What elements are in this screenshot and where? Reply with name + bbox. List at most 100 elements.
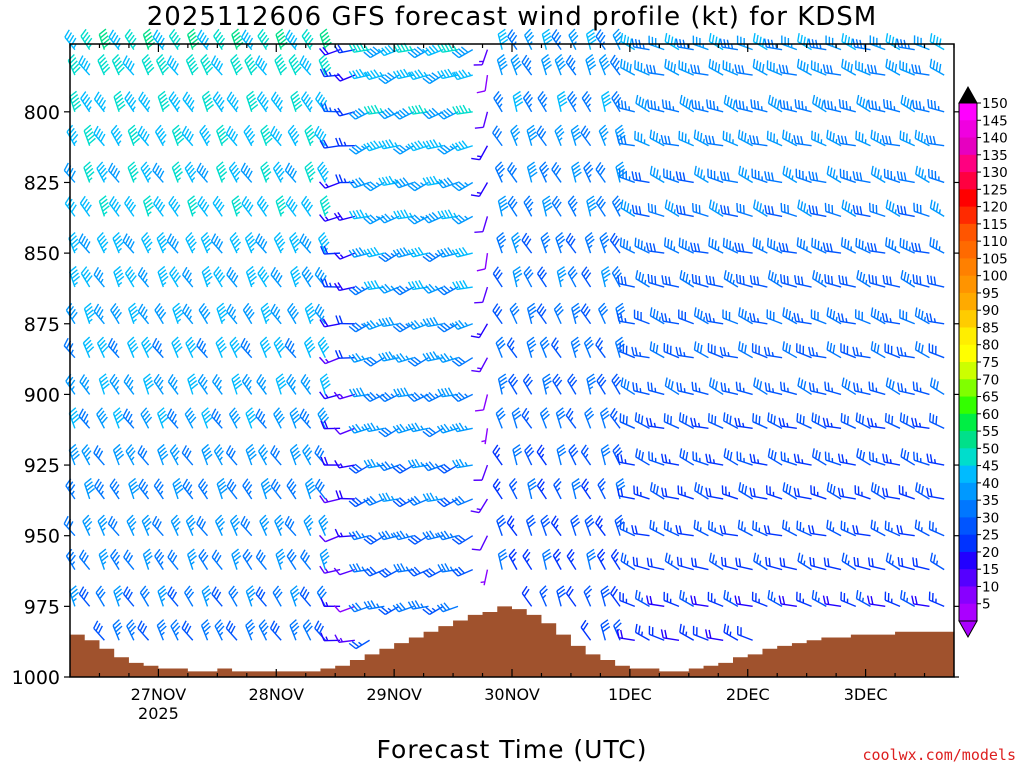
- wind-barb: [286, 548, 297, 570]
- wind-barb: [839, 168, 857, 184]
- wind-barb: [286, 478, 297, 500]
- wind-barb: [580, 619, 592, 641]
- wind-barb: [168, 28, 181, 51]
- wind-barb: [720, 204, 739, 218]
- wind-barb: [679, 94, 695, 113]
- colorbar-tick-label: 130: [982, 165, 1008, 181]
- wind-barb: [567, 373, 578, 395]
- colorbar-tick-label: 65: [982, 390, 999, 406]
- wind-barb: [584, 514, 595, 536]
- wind-barb: [314, 125, 327, 147]
- wind-barb: [97, 53, 111, 76]
- colorbar-tick-label: 25: [982, 528, 999, 544]
- wind-barb: [213, 28, 226, 51]
- wind-barb: [210, 233, 224, 254]
- wind-barb: [470, 323, 489, 339]
- wind-barb: [664, 199, 680, 217]
- wind-barb: [661, 453, 680, 466]
- wind-barb: [407, 600, 429, 610]
- wind-barb: [809, 556, 827, 571]
- wind-barb: [78, 55, 91, 76]
- wind-barb: [853, 556, 871, 571]
- wind-barb: [256, 374, 268, 395]
- wind-barb: [184, 161, 197, 183]
- wind-barb: [407, 69, 429, 81]
- wind-barb: [856, 94, 871, 113]
- wind-barb: [782, 307, 798, 325]
- wind-barb: [407, 422, 429, 433]
- wind-barb: [255, 586, 267, 607]
- wind-barb: [841, 377, 857, 396]
- wind-barb: [201, 407, 213, 429]
- wind-barb: [736, 451, 753, 466]
- wind-barb: [734, 64, 753, 76]
- wind-barb: [885, 199, 901, 217]
- wind-barb: [635, 94, 650, 113]
- wind-barb: [110, 302, 122, 325]
- wind-barb: [126, 619, 137, 641]
- wind-barb: [422, 107, 444, 120]
- wind-barb: [245, 407, 257, 429]
- wind-barb: [597, 477, 606, 500]
- wind-barb: [825, 35, 842, 51]
- wind-barb: [551, 195, 562, 217]
- wind-barb: [704, 134, 724, 147]
- wind-barb: [240, 162, 253, 183]
- wind-barb: [690, 64, 709, 76]
- wind-barb: [495, 336, 506, 358]
- wind-barb: [112, 443, 125, 466]
- wind-barb: [705, 487, 724, 500]
- wind-barb: [812, 94, 827, 113]
- wind-barb: [492, 478, 503, 500]
- y-tick-label: 825: [24, 172, 60, 194]
- wind-barb: [707, 168, 724, 184]
- wind-barb: [231, 373, 243, 395]
- wind-barb: [66, 124, 79, 147]
- wind-barb: [363, 140, 385, 152]
- wind-barb: [270, 478, 282, 500]
- wind-barb: [509, 302, 520, 325]
- wind-barb: [554, 124, 565, 146]
- wind-barb: [215, 336, 227, 358]
- wind-barb: [111, 53, 125, 76]
- wind-barb: [782, 129, 798, 147]
- colorbar-segment: [959, 551, 977, 570]
- wind-barb: [598, 124, 609, 146]
- wind-barb: [269, 620, 282, 641]
- wind-barb: [723, 589, 739, 607]
- wind-barb: [187, 373, 199, 395]
- wind-barb: [476, 74, 489, 94]
- wind-barb: [335, 174, 355, 184]
- wind-barb: [93, 91, 107, 113]
- wind-barb: [620, 58, 636, 76]
- wind-barb: [556, 90, 568, 112]
- wind-barb: [882, 99, 901, 113]
- wind-barb: [172, 477, 184, 500]
- wind-barb: [452, 104, 473, 115]
- colorbar-segment: [959, 189, 977, 208]
- wind-barb: [473, 49, 489, 66]
- wind-barb: [139, 585, 150, 607]
- wind-barb: [585, 28, 597, 50]
- wind-barb: [540, 514, 551, 536]
- wind-barb: [197, 373, 209, 395]
- wind-barb: [185, 53, 199, 76]
- wind-barb: [870, 165, 886, 184]
- wind-barb: [580, 125, 592, 147]
- wind-barb: [598, 302, 609, 325]
- wind-barb: [523, 266, 534, 288]
- wind-barb: [911, 595, 930, 608]
- wind-barb: [181, 125, 194, 147]
- wind-barb: [763, 346, 783, 359]
- source-credit[interactable]: coolwx.com/models: [862, 746, 1016, 764]
- wind-barb: [900, 270, 916, 288]
- wind-barb: [553, 302, 564, 325]
- wind-barb: [660, 134, 680, 147]
- wind-barb: [142, 195, 154, 217]
- wind-barb: [841, 199, 857, 217]
- y-tick-label: 925: [24, 455, 60, 477]
- wind-barb: [497, 195, 509, 217]
- wind-barb: [663, 168, 680, 184]
- wind-barb: [631, 171, 650, 184]
- wind-barb: [506, 515, 518, 537]
